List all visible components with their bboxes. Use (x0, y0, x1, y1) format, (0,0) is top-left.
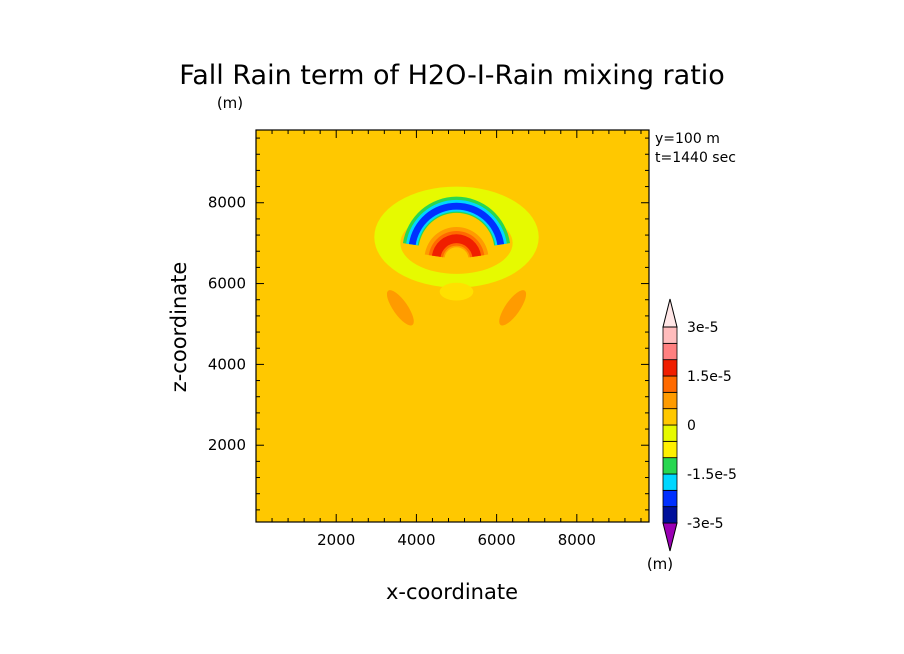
colorbar-segment (662, 489, 678, 508)
colorbar-segment (662, 326, 678, 344)
x-axis: 2000 4000 6000 8000 (255, 130, 642, 549)
colorbar-segment (662, 457, 678, 475)
y-tick-label: 8000 (208, 194, 246, 212)
colorbar-segment (662, 506, 678, 524)
plot-area (255, 129, 650, 523)
annotation-t: t=1440 sec (655, 150, 736, 166)
colorbar-segment (662, 408, 678, 426)
x-tick-label: 4000 (397, 531, 435, 549)
y-axis-label: z-coordinate (167, 262, 191, 393)
colorbar-unit-label: (m) (647, 555, 673, 573)
top-unit-label: (m) (217, 94, 243, 112)
colorbar-segment (662, 342, 678, 361)
colorbar-tick-label: 1.5e-5 (687, 369, 732, 385)
y-tick-label: 6000 (208, 275, 246, 293)
colorbar-tick-label: 3e-5 (687, 320, 718, 336)
colorbar-arrow-low (662, 522, 678, 552)
field-arc-6 (431, 234, 482, 257)
field-center-spot (439, 282, 474, 301)
colorbar-segment (662, 424, 678, 442)
x-axis-label: x-coordinate (386, 580, 518, 604)
colorbar-segment (662, 359, 678, 377)
annotation-y: y=100 m (655, 131, 720, 147)
plot-frame (255, 129, 650, 523)
y-tick-label: 4000 (208, 355, 246, 373)
y-tick-label: 2000 (208, 436, 246, 454)
colorbar-segment (662, 440, 678, 459)
field-arc-3 (408, 202, 505, 246)
field-lobe-1 (386, 290, 414, 326)
colorbar-segment (662, 375, 678, 393)
x-tick-label: 2000 (317, 531, 355, 549)
colorbar: 3e-5 1.5e-5 0 -1.5e-5 -3e-5 (662, 298, 737, 552)
colorbar-tick-label: 0 (687, 418, 696, 434)
colorbar-arrow-high (662, 298, 678, 328)
colorbar-tick-label: -1.5e-5 (687, 467, 737, 483)
colorbar-segment (662, 391, 678, 410)
field-lower (256, 291, 649, 522)
y-axis: 2000 4000 6000 8000 (208, 137, 649, 511)
chart-title: Fall Rain term of H2O-I-Rain mixing rati… (179, 60, 725, 91)
x-tick-label: 8000 (558, 531, 596, 549)
x-tick-label: 6000 (478, 531, 516, 549)
colorbar-tick-label: -3e-5 (687, 516, 724, 532)
field-lobe-2 (499, 290, 527, 326)
colorbar-segment (662, 473, 678, 491)
